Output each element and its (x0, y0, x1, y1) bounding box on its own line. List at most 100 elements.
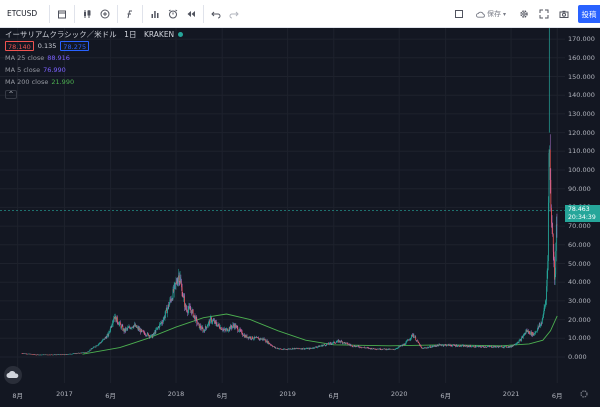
candle-body (134, 324, 136, 327)
bid-price[interactable]: 78.140 (5, 41, 34, 51)
layout-button[interactable] (451, 0, 467, 28)
candle-body (550, 179, 552, 209)
candle-body (223, 329, 225, 330)
candle-body (367, 347, 369, 349)
candle-body (177, 279, 179, 285)
candle-body (74, 353, 76, 354)
candle-body (192, 309, 194, 317)
save-label: 保存 (486, 10, 501, 18)
publish-button[interactable]: 投稿 (578, 5, 600, 23)
settings-button[interactable] (516, 0, 532, 28)
candle-body (506, 347, 508, 348)
axis-settings-button[interactable] (579, 384, 589, 398)
candle-body (387, 348, 388, 350)
alert-button[interactable] (164, 0, 182, 28)
candle-body (451, 345, 453, 347)
redo-icon (229, 11, 239, 18)
interval-button[interactable] (53, 0, 71, 28)
candle-body (214, 321, 216, 324)
indicators-button[interactable] (121, 0, 139, 28)
candle-body (69, 353, 71, 355)
candle-body (469, 345, 470, 347)
tradingview-logo[interactable] (4, 366, 22, 384)
candle-body (470, 346, 472, 348)
candle-body (47, 354, 49, 356)
candle-body (453, 344, 455, 346)
candle-body (293, 348, 295, 349)
candle-body (538, 324, 540, 328)
candle-body (110, 326, 112, 331)
bar-style-button[interactable] (78, 0, 96, 28)
candle-body (80, 352, 82, 354)
symbol-search-button[interactable]: ETCUSD (0, 0, 46, 28)
candle-body (119, 322, 121, 324)
candle-body (525, 331, 527, 334)
candle-body (407, 339, 409, 341)
candle-body (536, 331, 538, 332)
candle-body (127, 327, 129, 329)
candle-body (180, 280, 182, 284)
snapshot-button[interactable] (556, 0, 572, 28)
candle-body (206, 327, 207, 328)
collapse-legend-button[interactable]: ^ (5, 90, 17, 99)
candle-body (179, 280, 181, 283)
candle-body (242, 334, 244, 336)
candle-body (58, 354, 60, 355)
legend-title-row: イーサリアムクラシック／米ドル 1日 KRAKEN (5, 28, 184, 40)
candle-body (267, 341, 269, 344)
candle-body (399, 345, 401, 347)
undo-button[interactable] (207, 0, 225, 28)
candle-body (513, 344, 515, 346)
ask-price[interactable]: 78.275 (60, 41, 90, 51)
fullscreen-button[interactable] (536, 0, 552, 28)
candle-body (219, 325, 220, 328)
toolbar-divider (203, 4, 204, 23)
candle-body (107, 334, 108, 336)
candle-body (182, 295, 184, 297)
candle-body (156, 329, 157, 330)
series-title[interactable]: イーサリアムクラシック／米ドル 1日 KRAKEN (5, 29, 175, 39)
candle-body (483, 347, 485, 348)
candle-body (422, 348, 423, 349)
candle-body (23, 353, 25, 354)
top-toolbar: ETCUSD (0, 0, 600, 28)
replay-button[interactable] (182, 0, 200, 28)
templates-button[interactable] (146, 0, 164, 28)
candle-body (474, 347, 475, 348)
candle-body (134, 324, 135, 326)
candle-body (291, 348, 292, 350)
candle-body (457, 345, 459, 347)
candle-body (87, 351, 89, 353)
compare-button[interactable] (96, 0, 114, 28)
candle-body (414, 336, 416, 338)
candle-body (382, 349, 384, 350)
candle-body (488, 346, 490, 347)
save-button[interactable]: 保存 ▾ (472, 0, 510, 28)
candle-body (50, 354, 52, 356)
chart-pane[interactable]: イーサリアムクラシック／米ドル 1日 KRAKEN 78.140 0.135 7… (0, 28, 600, 407)
candle-body (58, 354, 60, 356)
candle-body (163, 317, 165, 321)
candle-body (280, 348, 281, 350)
candle-body (392, 349, 393, 350)
candle-body (36, 354, 38, 356)
candle-body (412, 334, 414, 336)
candle-body (549, 149, 551, 180)
candle-body (96, 345, 97, 347)
candle-body (535, 331, 537, 333)
candle-body (429, 346, 431, 348)
candle-body (176, 281, 178, 284)
candle-body (106, 335, 108, 339)
candle-body (305, 348, 307, 350)
indicator-ma25[interactable]: MA 25 close 88.916 (5, 52, 183, 64)
candle-body (53, 354, 55, 356)
candle-body (370, 348, 371, 350)
candle-body (42, 354, 44, 356)
indicator-ma5[interactable]: MA 5 close 76.990 (5, 64, 183, 76)
chart-canvas[interactable] (0, 28, 600, 407)
candle-body (346, 342, 348, 344)
indicator-ma200[interactable]: MA 200 close 21.990 (5, 76, 183, 88)
candle-body (161, 322, 163, 323)
candle-body (146, 333, 148, 336)
redo-button[interactable] (225, 0, 243, 28)
